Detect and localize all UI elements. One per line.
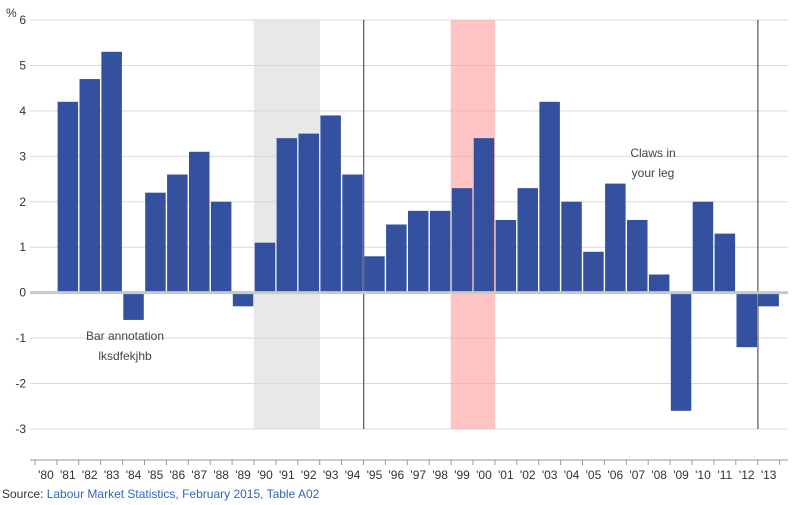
vertical-markers [363, 20, 759, 429]
x-tick-label: '01 [498, 468, 514, 482]
x-tick-label: '00 [476, 468, 492, 482]
bar-83 [101, 51, 122, 293]
bar-09 [670, 292, 692, 411]
y-tick-label: 2 [19, 195, 26, 209]
y-tick-label: -3 [15, 422, 26, 436]
annotation-line: Claws in [630, 146, 675, 160]
bar-00 [473, 138, 495, 293]
x-tick-label: '80 [38, 468, 54, 482]
x-tick-label: '09 [673, 468, 689, 482]
x-tick-label: '03 [542, 468, 558, 482]
x-tick-label: '95 [367, 468, 383, 482]
x-tick-label: '94 [345, 468, 361, 482]
bar-07 [627, 219, 648, 293]
bar-97 [408, 210, 429, 293]
annotations: Bar annotation lksdfekjhb Claws in your leg [86, 146, 676, 363]
source-note: Source: Labour Market Statistics, Februa… [2, 487, 319, 501]
x-tick-label: '90 [257, 468, 273, 482]
bar-88 [210, 201, 232, 293]
source-prefix: Source: [2, 487, 47, 501]
axes: 6 5 4 3 2 1 0 -1 -2 -3% '80 '81 '82 '83 '84 '85 '86 '87 '8… [6, 6, 788, 482]
bar-91 [276, 138, 298, 293]
bar-10 [692, 201, 714, 293]
bar-85 [145, 192, 166, 293]
bar-05 [583, 251, 604, 293]
bar-03 [539, 101, 560, 293]
y-tick-label: 0 [19, 286, 26, 300]
y-tick-label: 5 [19, 58, 26, 72]
bar-96 [386, 224, 407, 293]
x-tick-label: '99 [454, 468, 470, 482]
bar-02 [517, 188, 538, 293]
y-tick-label: -1 [15, 331, 26, 345]
bar-13 [758, 292, 779, 307]
y-tick-label: 1 [19, 240, 26, 254]
x-tick-label: '83 [104, 468, 120, 482]
bar-90 [254, 242, 276, 293]
x-tick-label: '13 [761, 468, 777, 482]
annotation: Bar annotation lksdfekjhb [86, 329, 164, 363]
x-tick-label: '89 [235, 468, 251, 482]
x-tick-label: '10 [695, 468, 711, 482]
x-tick-label: '87 [191, 468, 207, 482]
annotation: Claws in your leg [630, 146, 675, 180]
x-tick-label: '86 [170, 468, 186, 482]
bar-08 [648, 274, 670, 293]
source-link[interactable]: Labour Market Statistics, February 2015,… [46, 487, 320, 501]
x-tick-label: '91 [279, 468, 295, 482]
x-tick-label: '81 [60, 468, 76, 482]
bar-92 [298, 133, 319, 293]
bar-99 [451, 188, 473, 293]
y-tick-label: 6 [19, 13, 26, 27]
x-tick-label: '06 [608, 468, 624, 482]
x-tick-label: '12 [739, 468, 755, 482]
bar-94 [342, 174, 363, 293]
x-tick-label: '04 [564, 468, 580, 482]
x-tick-label: '98 [432, 468, 448, 482]
annotation-line: your leg [632, 166, 675, 180]
x-tick-label: '88 [213, 468, 229, 482]
x-tick-label: '11 [717, 468, 732, 482]
annotation-line: Bar annotation [86, 329, 164, 343]
x-tick-label: '93 [323, 468, 339, 482]
bar-11 [714, 233, 736, 293]
bar-89 [232, 292, 254, 307]
x-tick-label: '96 [389, 468, 405, 482]
bar-98 [429, 210, 451, 293]
x-tick-label: '84 [126, 468, 142, 482]
x-tick-label: '02 [520, 468, 536, 482]
y-tick-label: 3 [19, 149, 26, 163]
x-tick-label: '82 [82, 468, 98, 482]
annotation-line: lksdfekjhb [98, 349, 152, 363]
bar-87 [189, 151, 210, 293]
x-tick-label: '05 [586, 468, 602, 482]
x-tick-label: '07 [629, 468, 645, 482]
bar-81 [57, 101, 79, 293]
bar-95 [364, 256, 385, 293]
bar-12 [736, 292, 757, 348]
bar-84 [123, 292, 144, 320]
bar-93 [320, 115, 341, 293]
bars [57, 51, 779, 411]
y-axis-label: % [6, 6, 17, 20]
bar-06 [605, 183, 626, 293]
y-tick-label: -2 [15, 377, 26, 391]
bar-chart: 6 5 4 3 2 1 0 -1 -2 -3% '80 '81 '82 '83 '84 '85 '86 '87 '8… [6, 6, 788, 482]
x-tick-label: '85 [148, 468, 164, 482]
x-tick-label: '08 [651, 468, 667, 482]
x-tick-label: '97 [410, 468, 426, 482]
bar-82 [79, 79, 100, 293]
y-tick-label: 4 [19, 104, 26, 118]
bar-04 [561, 201, 582, 293]
x-tick-label: '92 [301, 468, 317, 482]
bar-01 [495, 219, 517, 293]
bar-86 [167, 174, 188, 293]
